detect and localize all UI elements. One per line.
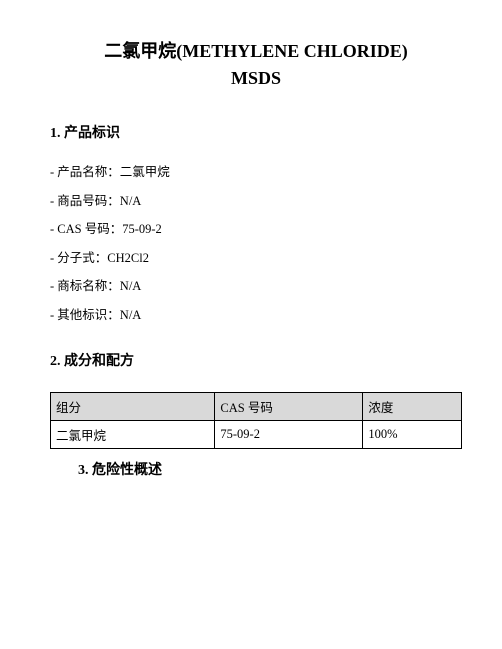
table-header-concentration: 浓度 — [363, 393, 462, 421]
section-1-fields: - 产品名称：二氯甲烷 - 商品号码：N/A - CAS 号码：75-09-2 … — [50, 164, 462, 324]
field-other-id: - 其他标识：N/A — [50, 307, 462, 325]
field-cas-number: - CAS 号码：75-09-2 — [50, 221, 462, 239]
field-product-name: - 产品名称：二氯甲烷 — [50, 164, 462, 182]
section-3-heading: 3. 危险性概述 — [78, 459, 462, 479]
table-cell-component: 二氯甲烷 — [51, 421, 215, 449]
field-trademark: - 商标名称：N/A — [50, 278, 462, 296]
table-cell-concentration: 100% — [363, 421, 462, 449]
title-line-2: MSDS — [60, 65, 452, 92]
table-header-row: 组分 CAS 号码 浓度 — [51, 393, 462, 421]
title-line-1: 二氯甲烷(METHYLENE CHLORIDE) — [60, 38, 452, 65]
table-header-cas: CAS 号码 — [215, 393, 363, 421]
document-title: 二氯甲烷(METHYLENE CHLORIDE) MSDS — [50, 38, 462, 92]
section-2-heading: 2. 成分和配方 — [50, 350, 462, 370]
field-product-number: - 商品号码：N/A — [50, 193, 462, 211]
table-row: 二氯甲烷 75-09-2 100% — [51, 421, 462, 449]
section-1-heading: 1. 产品标识 — [50, 122, 462, 142]
composition-table: 组分 CAS 号码 浓度 二氯甲烷 75-09-2 100% — [50, 392, 462, 449]
table-header-component: 组分 — [51, 393, 215, 421]
field-molecular-formula: - 分子式：CH2Cl2 — [50, 250, 462, 268]
table-cell-cas: 75-09-2 — [215, 421, 363, 449]
